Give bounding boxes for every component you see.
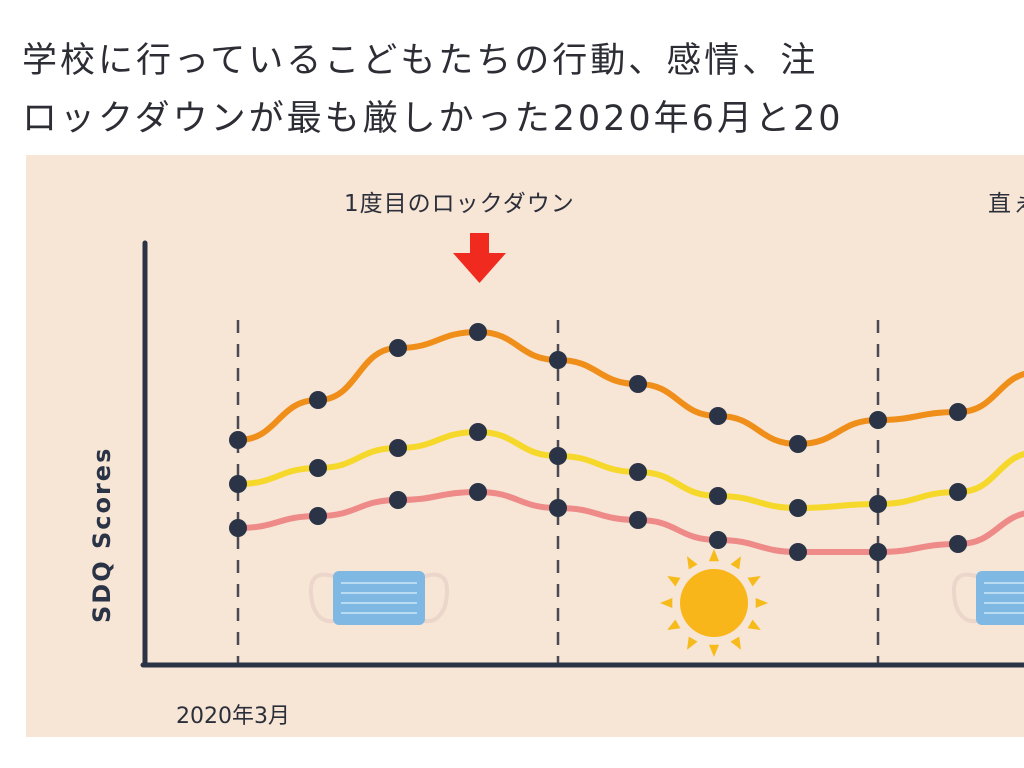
data-point-s2-6	[709, 531, 727, 549]
data-point-s0-5	[629, 375, 647, 393]
sun-ray	[687, 556, 698, 570]
face-mask-icon	[308, 571, 450, 625]
sun-ray	[687, 636, 698, 650]
data-point-s2-5	[629, 511, 647, 529]
data-point-s0-1	[309, 391, 327, 409]
x-tick-label: 2020年3月	[176, 704, 290, 729]
sun-disc	[680, 569, 748, 637]
series-line-2	[235, 488, 1024, 555]
data-point-s0-9	[949, 403, 967, 421]
data-point-s0-6	[709, 407, 727, 425]
data-point-s1-0	[229, 475, 247, 493]
sun-ray	[747, 619, 761, 630]
face-mask-icon-right	[951, 571, 1024, 625]
sun-ray	[708, 644, 720, 657]
data-point-s2-1	[309, 507, 327, 525]
sun-ray	[730, 556, 741, 570]
data-point-s1-3	[469, 423, 487, 441]
data-point-s1-8	[869, 495, 887, 513]
sun-ray	[708, 549, 720, 562]
down-arrow-shape	[453, 233, 506, 283]
data-point-s1-1	[309, 459, 327, 477]
axes	[140, 240, 1024, 668]
data-point-s2-4	[549, 499, 567, 517]
sun-ray	[660, 597, 673, 609]
data-point-s2-8	[869, 543, 887, 561]
series-2	[229, 483, 1024, 561]
chart-title-line-1: 学校に行っているこどもたちの行動、感情、注	[22, 41, 819, 81]
series-0	[229, 323, 1024, 453]
mask-ear-loop-left	[308, 572, 342, 624]
data-point-s1-7	[789, 499, 807, 517]
data-point-s0-8	[869, 411, 887, 429]
series-line-1	[235, 428, 1024, 512]
decorations	[308, 549, 1024, 657]
mask-ear-loop-right	[416, 572, 450, 624]
lockdown-arrow-icon	[453, 233, 506, 283]
data-point-s0-2	[389, 339, 407, 357]
data-point-s1-4	[549, 447, 567, 465]
series-1	[229, 423, 1024, 517]
data-point-s1-2	[389, 439, 407, 457]
chart-text: SDQ Scores 2020年3月 1度目のロックダウン 直ぇ	[88, 191, 1024, 729]
sun-ray	[747, 576, 761, 587]
data-point-s0-0	[229, 431, 247, 449]
data-point-s1-9	[949, 483, 967, 501]
y-axis-label: SDQ Scores	[88, 447, 116, 623]
data-point-s2-7	[789, 543, 807, 561]
data-point-s2-0	[229, 519, 247, 537]
series	[229, 323, 1024, 561]
chart-panel: SDQ Scores 2020年3月 1度目のロックダウン 直ぇ	[26, 155, 1024, 737]
data-point-s0-3	[469, 323, 487, 341]
series-line-0	[235, 328, 1024, 448]
chart-title-line-2: ロックダウンが最も厳しかった2020年6月と20	[22, 99, 844, 139]
mask-body	[976, 571, 1024, 625]
data-point-s1-5	[629, 463, 647, 481]
data-point-s1-6	[709, 487, 727, 505]
data-point-s2-2	[389, 491, 407, 509]
data-point-s2-9	[949, 535, 967, 553]
mask-body	[333, 571, 425, 625]
sun-ray	[667, 619, 681, 630]
sun-ray	[755, 597, 768, 609]
data-point-s0-7	[789, 435, 807, 453]
sun-icon	[660, 549, 768, 657]
sun-ray	[730, 636, 741, 650]
line-chart: SDQ Scores 2020年3月 1度目のロックダウン 直ぇ	[88, 191, 1024, 729]
sun-ray	[667, 576, 681, 587]
data-point-s2-3	[469, 483, 487, 501]
annotation-right-cut: 直ぇ	[988, 191, 1024, 217]
annotation-first-lockdown: 1度目のロックダウン	[344, 191, 575, 217]
data-point-s0-4	[549, 351, 567, 369]
mask-ear-loop-left	[951, 572, 985, 624]
